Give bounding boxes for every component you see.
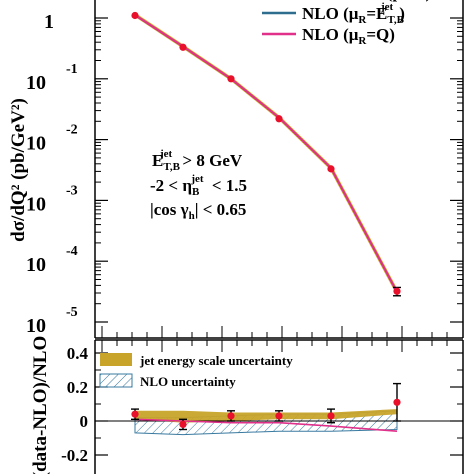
theory-curve-0 [134, 14, 398, 293]
bottom-x-ticks [101, 340, 448, 352]
cut-eta: -2 < ηBjet < 1.5 [150, 173, 247, 198]
legend-label-nlo-unc: NLO uncertainty [140, 374, 236, 389]
data-point [227, 75, 235, 83]
theory-curves [134, 13, 399, 293]
legend-swatch-nlo-unc [99, 373, 133, 388]
top-legend: ZEUS (prel.) NLO (μR=ET,Bjet) NLO (μR=Q) [262, 0, 431, 47]
top-tick-label: 10 [26, 193, 46, 215]
bottom-legend: jet energy scale uncertainty NLO uncerta… [99, 353, 293, 389]
top-tick-label: 1 [44, 11, 54, 33]
main-plot-panel: 1 10 -1 10 -2 10 -3 10 -4 10 -5 dσ/dQ² (pb/GeV²) Z… [8, 0, 464, 339]
selection-cuts: ET,Bjet > 8 GeV -2 < ηBjet < 1.5 |cos γh… [150, 148, 247, 222]
legend-label-jes: jet energy scale uncertainty [139, 353, 293, 368]
legend-clipped-entry: ZEUS (prel.) [338, 0, 431, 2]
legend-label-nlo-et: NLO (μR=ET,Bjet) [302, 1, 405, 26]
data-point [275, 115, 283, 123]
legend-label-nlo-q: NLO (μR=Q) [302, 25, 395, 47]
top-y-ticks: 1 10 -1 10 -2 10 -3 10 -4 10 -5 [26, 11, 463, 337]
top-tick-exponent: -3 [66, 183, 78, 198]
uncertainty-bands [134, 409, 398, 436]
data-point [327, 165, 335, 173]
top-tick-exponent: -4 [66, 244, 78, 259]
cut-et: ET,Bjet > 8 GeV [152, 148, 243, 173]
theory-curve-2 [134, 13, 399, 293]
data-point [131, 11, 139, 20]
legend-swatch-jes [100, 353, 132, 366]
top-tick-exponent: -5 [66, 305, 78, 320]
data-point [179, 43, 187, 51]
bottom-tick-label: -0.2 [61, 446, 88, 465]
ratio-data-points [131, 382, 401, 431]
cut-cos: |cos γh| < 0.65 [150, 200, 246, 222]
ratio-data-point [327, 412, 335, 420]
top-tick-label: 10 [26, 254, 46, 276]
top-y-axis-title: dσ/dQ² (pb/GeV²) [8, 98, 29, 242]
bottom-tick-label: 0.4 [67, 344, 89, 363]
top-x-ticks [101, 326, 448, 338]
data-points [131, 11, 401, 297]
ratio-panel: 0.4 0.2 0 -0.2 (data-NLO)/NLO jet energy sc… [30, 336, 464, 474]
theory-curve-1 [134, 14, 398, 293]
bottom-tick-label: 0.2 [67, 378, 88, 397]
ratio-curves [134, 418, 398, 432]
bottom-tick-label: 0 [80, 412, 89, 431]
data-point [393, 287, 401, 295]
top-tick-exponent: -1 [66, 62, 78, 77]
top-tick-label: 10 [26, 315, 46, 337]
nlo-q-ratio-curve [134, 418, 398, 432]
ratio-data-point [275, 412, 283, 420]
bottom-y-axis-title: (data-NLO)/NLO [30, 336, 51, 474]
ratio-data-point [131, 410, 139, 418]
top-tick-label: 10 [26, 72, 46, 94]
top-tick-label: 10 [26, 133, 46, 155]
ratio-data-point [179, 420, 187, 428]
top-tick-exponent: -2 [66, 123, 78, 138]
ratio-data-point [227, 412, 235, 420]
ratio-data-point [393, 398, 401, 406]
